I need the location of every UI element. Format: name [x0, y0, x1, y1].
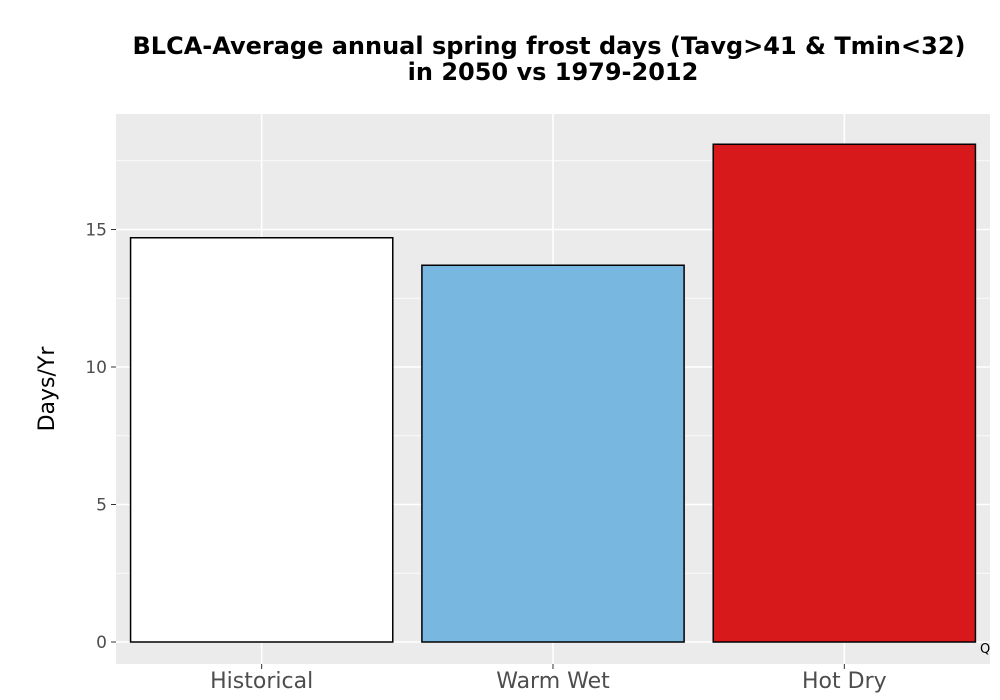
bar-historical	[129, 237, 394, 643]
chart-title-line-1: BLCA-Average annual spring frost days (T…	[133, 32, 966, 60]
y-tick-label: 0	[96, 633, 107, 653]
y-axis-ticks: 0 5 10 15	[85, 221, 116, 653]
chart-title-line-2: in 2050 vs 1979-2012	[408, 58, 699, 86]
x-axis-ticks: Historical Warm Wet Hot Dry	[210, 664, 887, 694]
y-tick-label: 15	[85, 221, 107, 241]
x-tick-label: Historical	[210, 669, 313, 694]
y-tick-label: 5	[96, 496, 107, 516]
bar-hot-dry	[712, 143, 977, 643]
y-axis-title: Days/Yr	[35, 346, 60, 432]
bar-warm-wet	[421, 264, 685, 643]
x-tick-label: Warm Wet	[496, 669, 610, 694]
y-tick-label: 10	[85, 358, 107, 378]
corner-mark: Q	[980, 642, 990, 657]
bars	[129, 143, 977, 643]
x-tick-label: Hot Dry	[802, 669, 887, 694]
